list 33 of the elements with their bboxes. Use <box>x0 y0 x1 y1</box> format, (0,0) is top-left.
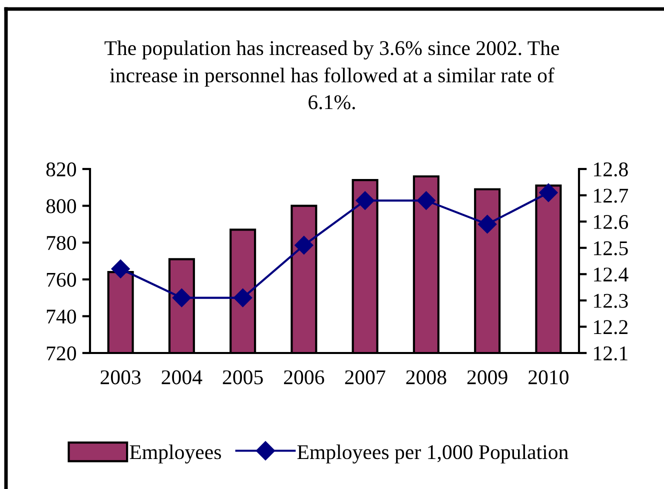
x-tick-label: 2009 <box>467 370 508 384</box>
point <box>294 236 314 255</box>
x-tick-label: 2010 <box>528 370 568 384</box>
y2-tick-label: 12.5 <box>594 241 628 256</box>
legend-label: Employees per 1,000 Population <box>297 444 568 464</box>
y-tick-label: 780 <box>46 236 76 250</box>
y2-tick-label: 12.1 <box>594 346 628 361</box>
y2-tick-label: 12.6 <box>594 215 628 230</box>
point <box>111 260 130 278</box>
y2-tick-label: 12.3 <box>594 294 628 308</box>
x-tick-label: 2004 <box>162 370 202 384</box>
x-tick-label: 2003 <box>100 370 141 384</box>
y-tick-label: 760 <box>46 272 76 287</box>
y2-tick-label: 12.7 <box>594 188 628 203</box>
legend-label: Employees <box>130 444 221 464</box>
point <box>416 191 436 210</box>
point <box>172 288 192 308</box>
y2-tick-label: 12.2 <box>594 320 628 334</box>
point <box>539 183 558 202</box>
y-tick-label: 740 <box>46 310 76 324</box>
x-tick-label: 2005 <box>222 370 263 384</box>
point <box>478 214 497 234</box>
y-tick-label: 820 <box>46 162 76 176</box>
y2-tick-label: 12.8 <box>594 162 628 177</box>
x-tick-label: 2007 <box>345 370 386 384</box>
chart-title: The population has increased by 3.6% since 2002. The increase in personnel has followed at a similar rate of 6.1%. <box>104 40 560 110</box>
y2-tick-label: 12.4 <box>594 268 628 282</box>
x-tick-label: 2008 <box>406 370 446 384</box>
point <box>233 288 252 308</box>
y-tick-label: 720 <box>46 346 76 360</box>
point <box>356 191 374 210</box>
x-tick-label: 2006 <box>284 370 324 384</box>
y-tick-label: 800 <box>46 199 76 214</box>
